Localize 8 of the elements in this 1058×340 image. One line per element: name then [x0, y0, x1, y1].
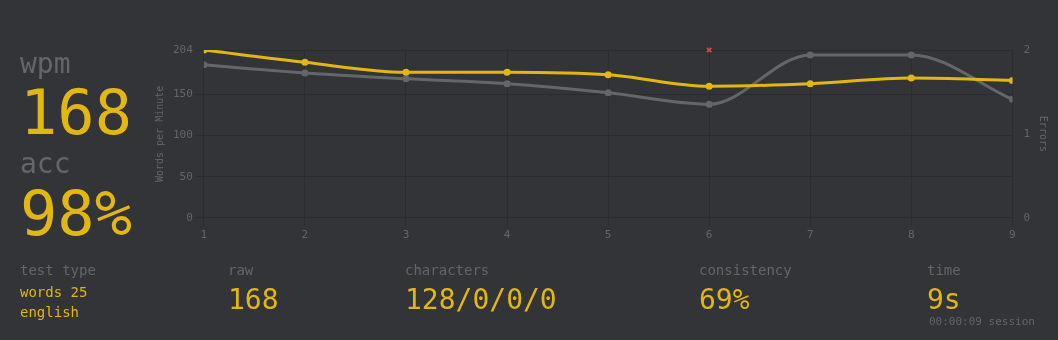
text: 168: [20, 76, 132, 149]
text: 69%: [699, 283, 750, 316]
text: words 25: [20, 284, 88, 300]
text: 98%: [20, 177, 132, 250]
text: 128/0/0/0: [405, 283, 557, 316]
text: 168: [228, 283, 279, 316]
text: 9s: [927, 283, 961, 316]
text: english: [20, 304, 80, 320]
